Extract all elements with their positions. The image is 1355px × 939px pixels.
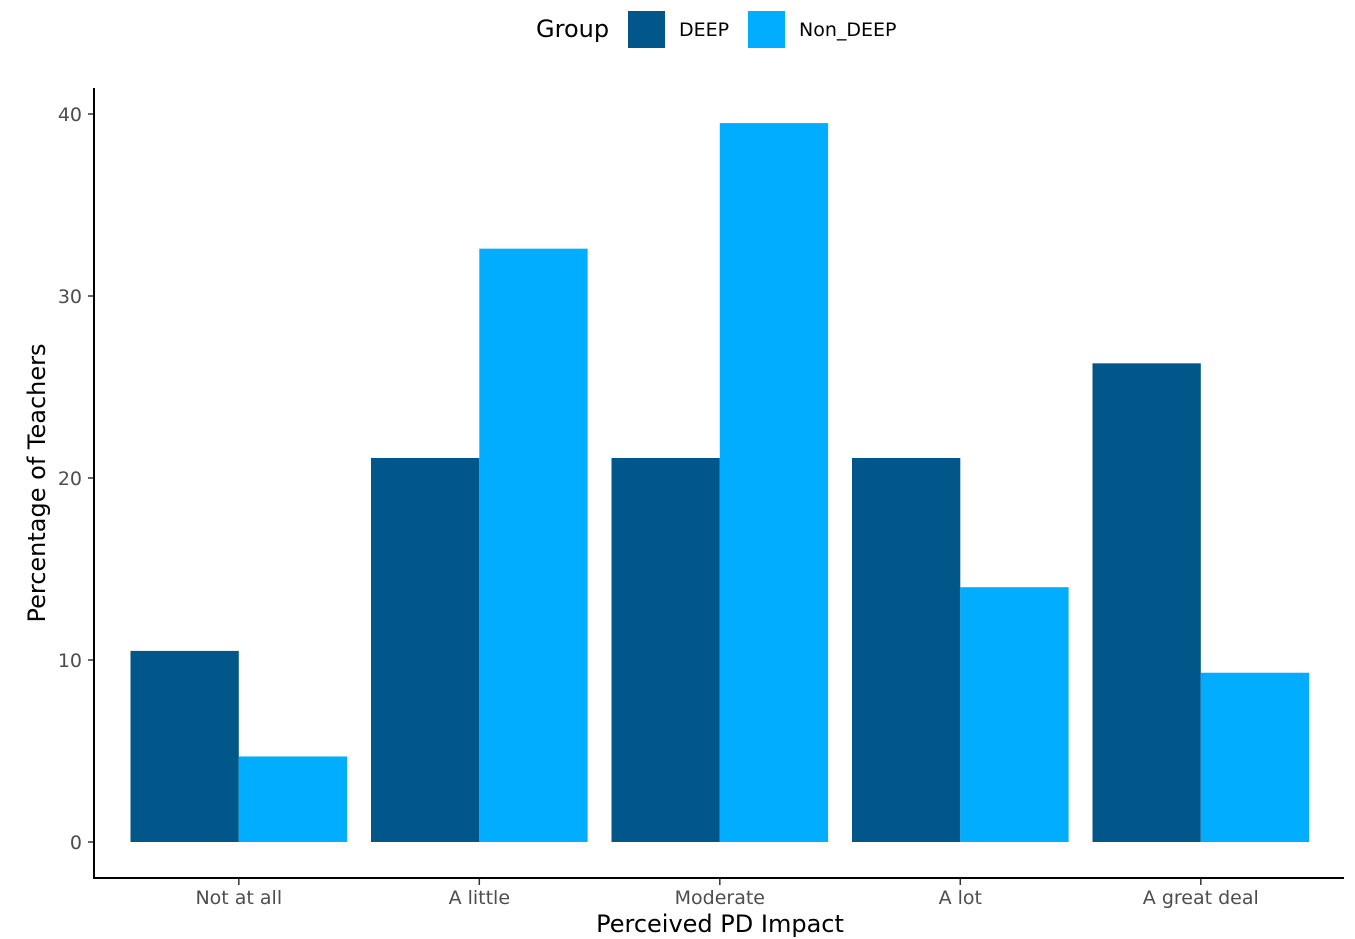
bar-non-deep-not-at-all xyxy=(238,756,348,842)
y-tick-label: 30 xyxy=(58,286,82,308)
bar-deep-moderate xyxy=(611,457,720,842)
legend-label-deep: DEEP xyxy=(679,19,729,41)
legend-title: Group xyxy=(536,15,609,43)
x-tick-label: A lot xyxy=(939,887,982,909)
x-tick-label: A great deal xyxy=(1143,887,1259,909)
bar-non-deep-a-lot xyxy=(960,587,1069,842)
legend: Group DEEP Non_DEEP xyxy=(536,11,896,48)
bar-non-deep-a-little xyxy=(479,248,588,842)
y-tick-label: 0 xyxy=(70,832,82,854)
legend-label-non-deep: Non_DEEP xyxy=(799,19,896,41)
y-tick-label: 40 xyxy=(58,104,82,126)
y-axis-title: Percentage of Teachers xyxy=(23,344,51,623)
x-axis-title: Perceived PD Impact xyxy=(596,910,844,938)
x-tick-label: Moderate xyxy=(675,887,765,909)
bar-deep-not-at-all xyxy=(130,650,239,842)
bars-group xyxy=(130,123,1310,843)
legend-swatch-deep xyxy=(628,11,665,48)
y-axis-ticks: 0 10 20 30 40 xyxy=(58,104,94,854)
x-tick-label: Not at all xyxy=(195,887,282,909)
legend-swatch-non-deep xyxy=(748,11,785,48)
x-tick-label: A little xyxy=(449,887,510,909)
bar-deep-a-great-deal xyxy=(1092,363,1201,842)
bar-deep-a-lot xyxy=(852,457,961,842)
bar-non-deep-moderate xyxy=(719,123,829,843)
x-axis-ticks: Not at all A little Moderate A lot A great d… xyxy=(195,879,1259,909)
y-tick-label: 20 xyxy=(58,468,82,490)
bar-non-deep-a-great-deal xyxy=(1200,672,1310,842)
bar-deep-a-little xyxy=(371,457,480,842)
y-tick-label: 10 xyxy=(58,650,82,672)
